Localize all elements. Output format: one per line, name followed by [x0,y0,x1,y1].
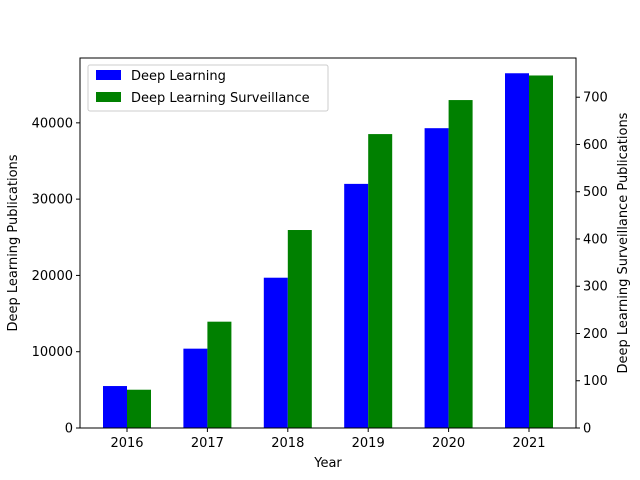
legend-box [87,64,329,112]
x-tick-label-2017: 2017 [191,436,224,451]
y-right-tick-label-700: 700 [583,91,608,106]
bar-deep-learning-2021 [505,73,529,428]
y-axis-left-title: Deep Learning Publications [6,154,21,331]
bar-deep-learning-2018 [263,277,288,428]
y-axis-left: 0 10000 20000 30000 40000 [32,116,80,437]
bar-deep-learning-2017 [183,348,208,428]
bar-deep-learning-2020 [424,128,449,428]
x-tick-label-2018: 2018 [271,436,304,451]
y-axis-right: 0 100 200 300 400 500 600 700 [576,91,608,437]
y-left-tick-label-0: 0 [65,422,73,437]
y-axis-right-title: Deep Learning Surveillance Publications [616,112,631,373]
bar-deep-learning-surveillance-2018 [287,230,312,428]
y-left-tick-label-30000: 30000 [32,193,73,208]
legend: Deep Learning Deep Learning Surveillance [87,64,329,112]
y-right-tick-label-0: 0 [583,422,591,437]
bar-deep-learning-surveillance-2021 [529,75,553,428]
plot-area-frame [79,57,577,429]
y-right-tick-label-200: 200 [583,327,608,342]
bar-deep-learning-2016 [103,386,127,428]
legend-swatch-deep-learning-surveillance [96,92,121,102]
x-axis: 2016 2017 2018 2019 2020 2021 [110,428,546,451]
y-right-tick-label-300: 300 [583,280,608,295]
y-left-tick-label-20000: 20000 [32,269,73,284]
legend-label-deep-learning-surveillance: Deep Learning Surveillance [131,91,310,106]
x-tick-label-2021: 2021 [512,436,545,451]
bar-deep-learning-2019 [344,183,369,428]
y-left-tick-label-10000: 10000 [32,345,73,360]
y-right-tick-label-400: 400 [583,232,608,247]
bars-layer [103,73,553,428]
bar-deep-learning-surveillance-2020 [448,100,473,428]
x-axis-title: Year [313,456,342,471]
y-right-tick-label-100: 100 [583,374,608,389]
legend-label-deep-learning: Deep Learning [131,69,226,84]
bar-deep-learning-surveillance-2019 [368,134,393,428]
y-right-tick-label-500: 500 [583,185,608,200]
y-right-tick-label-600: 600 [583,138,608,153]
x-tick-label-2019: 2019 [352,436,385,451]
x-tick-label-2020: 2020 [432,436,465,451]
x-tick-label-2016: 2016 [110,436,143,451]
bar-deep-learning-surveillance-2017 [207,321,232,428]
bar-deep-learning-surveillance-2016 [127,389,151,428]
legend-swatch-deep-learning [96,70,121,80]
y-left-tick-label-40000: 40000 [32,116,73,131]
